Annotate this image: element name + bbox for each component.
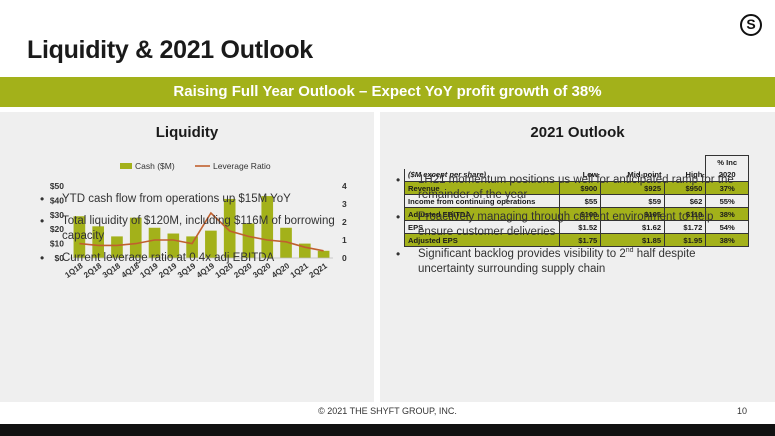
table-header-row: % Inc (405, 155, 749, 169)
legend-swatch-cash (120, 163, 132, 169)
page-title: Liquidity & 2021 Outlook (27, 36, 313, 64)
pct-inc-header: % Inc (705, 155, 749, 169)
bullet-superscript: nd (625, 247, 634, 255)
legend-label-leverage: Leverage Ratio (213, 161, 271, 171)
bar-cash (167, 233, 180, 258)
outlook-bullets: 1H21 momentum positions us well for anti… (392, 173, 737, 284)
outlook-heading: 2021 Outlook (530, 124, 625, 141)
outlook-bullet: Proactively managing through current env… (392, 210, 737, 240)
y-left-tick-label: $50 (50, 181, 64, 191)
outlook-bullet: 1H21 momentum positions us well for anti… (392, 173, 737, 203)
liquidity-bullet: Current leverage ratio at 0.4x adj EBITD… (36, 251, 356, 266)
y-right-tick-label: 4 (342, 181, 347, 191)
legend-label-cash: Cash ($M) (135, 161, 175, 171)
liquidity-bullet: YTD cash flow from operations up $15M Yo… (36, 192, 356, 207)
company-logo: S (740, 14, 762, 36)
bullet-text: Significant backlog provides visibility … (418, 248, 626, 260)
bar-cash (186, 236, 198, 258)
liquidity-bullet: Total liquidity of $120M, including $116… (36, 214, 356, 244)
liquidity-bullets: YTD cash flow from operations up $15M Yo… (36, 192, 356, 273)
banner-text: Raising Full Year Outlook – Expect YoY p… (173, 83, 602, 100)
bottom-bar (0, 424, 775, 436)
liquidity-heading: Liquidity (155, 124, 219, 141)
bullet-text: half despite uncertainty surrounding sup… (418, 248, 696, 275)
outlook-bullet: Significant backlog provides visibility … (392, 247, 737, 277)
bar-cash (111, 236, 123, 258)
page-number: 10 (737, 406, 748, 416)
outlook-banner: Raising Full Year Outlook – Expect YoY p… (0, 77, 775, 107)
footer-copyright: © 2021 THE SHYFT GROUP, INC. (318, 406, 457, 416)
bar-cash (205, 230, 217, 258)
